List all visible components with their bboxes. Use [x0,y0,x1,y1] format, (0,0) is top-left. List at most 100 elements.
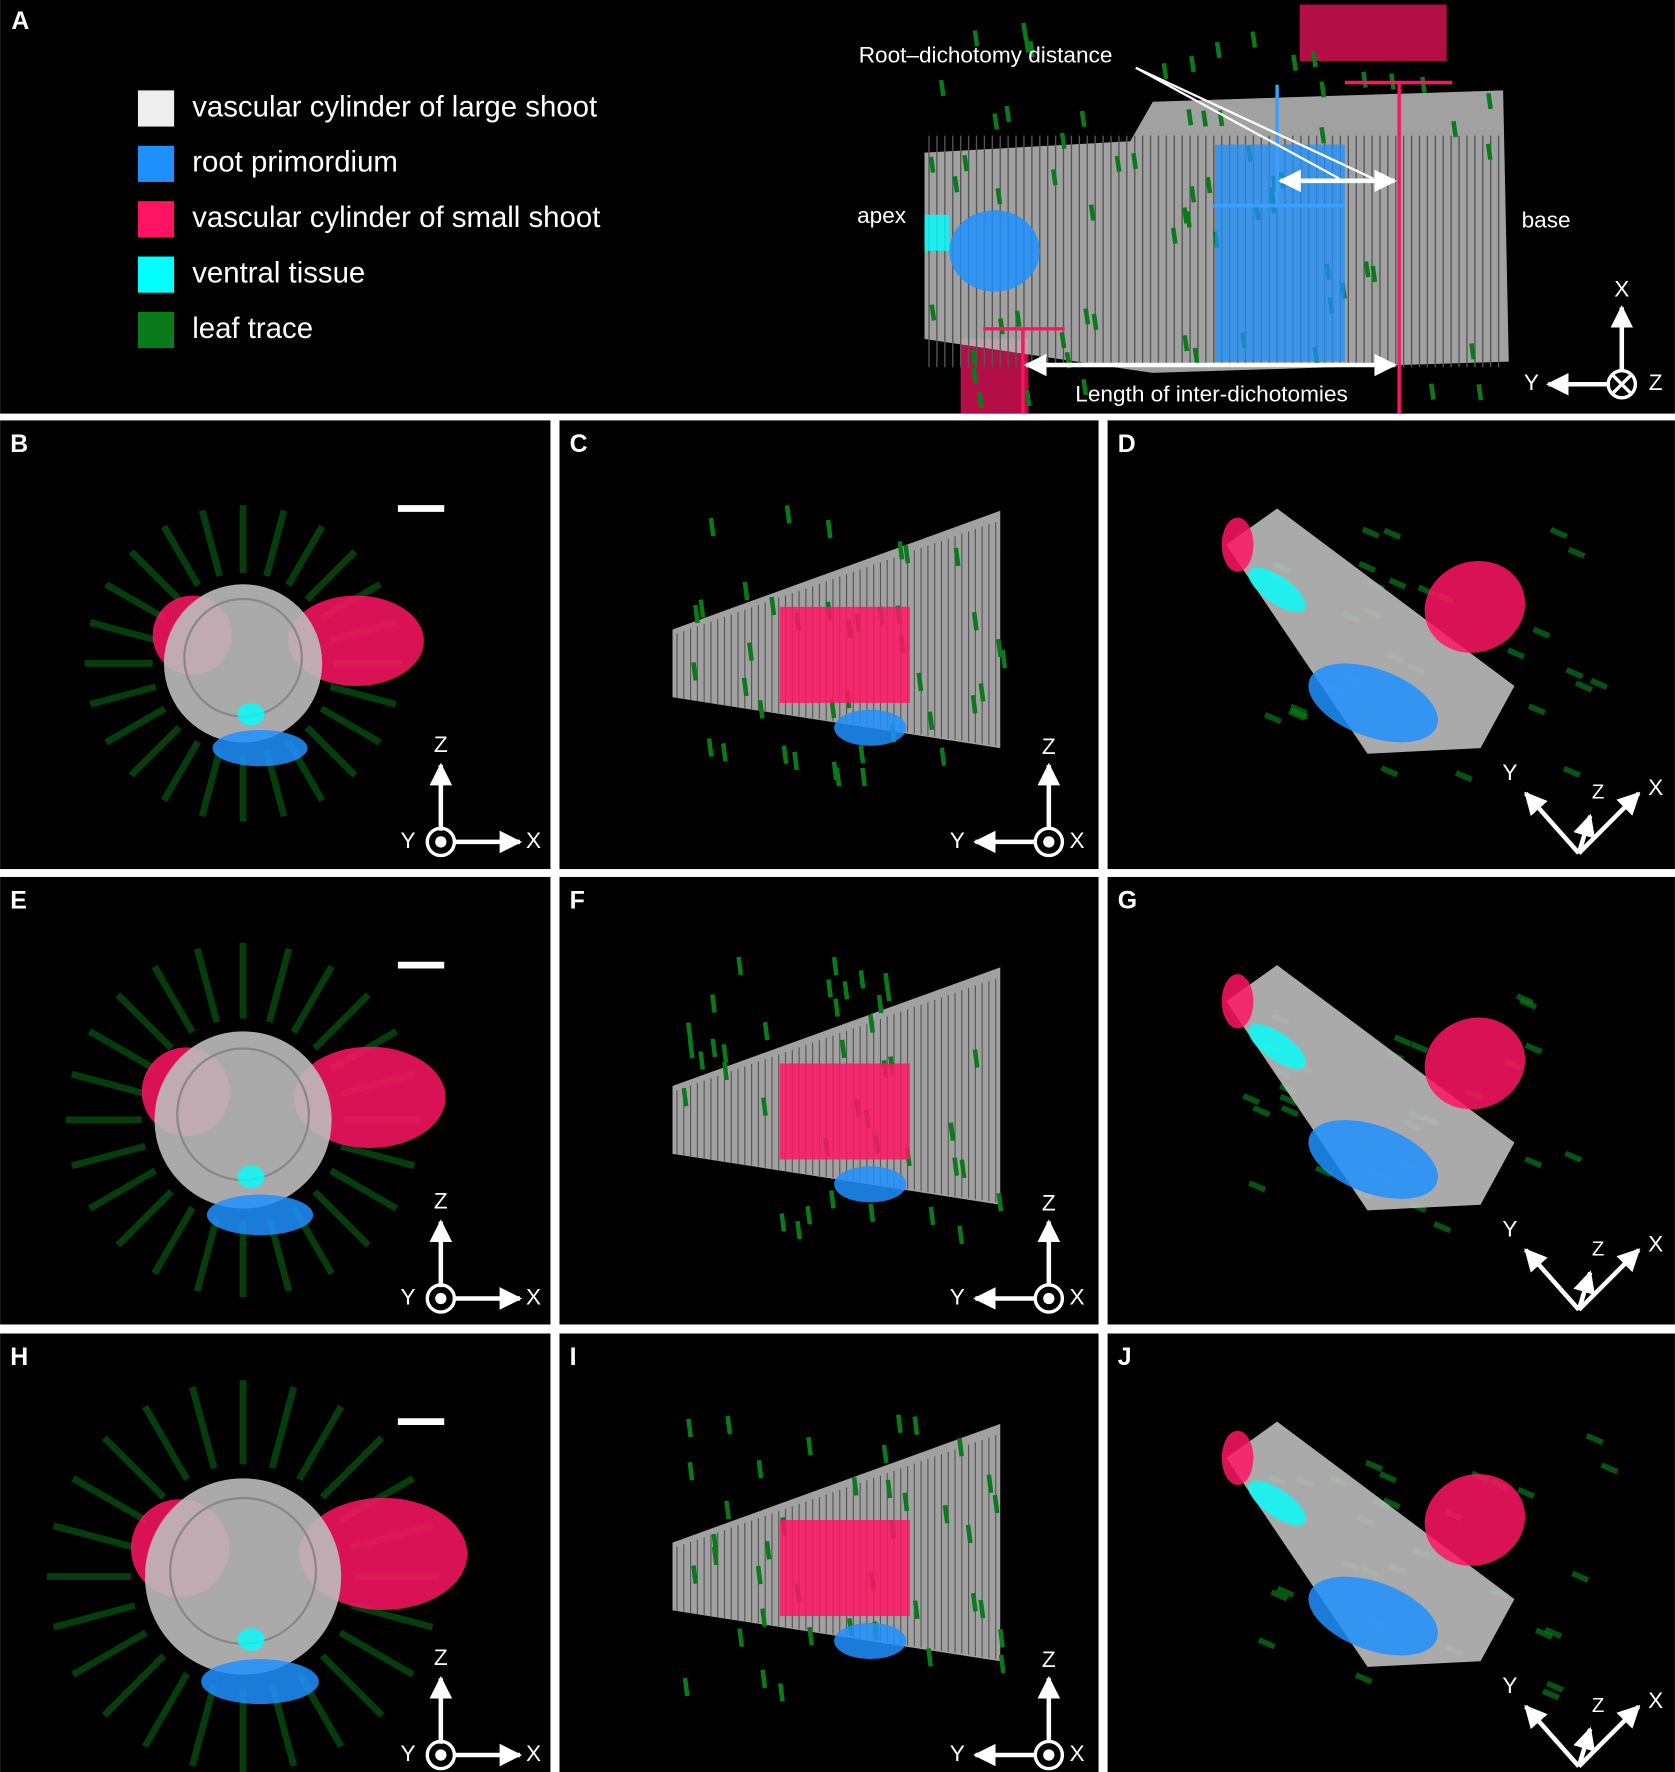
leaf-trace [87,1167,158,1212]
leaf-trace [687,1461,695,1481]
leaf-trace [685,1022,693,1041]
leaf-trace [792,751,800,771]
axis-out [435,836,447,848]
leaf-trace [1380,765,1399,778]
leaf-trace [71,1629,148,1678]
axis-arrow [1573,813,1596,854]
leaf-trace [1192,347,1200,365]
ventral-tissue [1248,1480,1306,1526]
axis-arrow [1524,791,1581,855]
leaf-trace [1354,1672,1373,1685]
leaf-trace [883,972,891,992]
panel: I Z Y X [559,1333,1099,1772]
panel-label: C [570,430,588,458]
legend-label: vascular cylinder of small shoot [192,201,600,234]
leaf-trace [142,1671,190,1749]
leaf-trace [996,1192,1004,1212]
leaf-trace [312,992,371,1051]
axis-arrow [1524,1248,1581,1312]
leaf-trace [1270,1589,1289,1602]
panel-label: H [10,1343,28,1371]
leaf-trace [1365,1459,1384,1472]
leaf-trace [760,1669,768,1689]
axis-label: Y [950,828,965,853]
leaf-trace [912,1600,920,1620]
leaf-trace [860,767,867,787]
large-shoot [1226,965,1515,1211]
leaf-trace [1023,36,1031,53]
root-primordium [949,210,1040,292]
ventral-tissue [1248,567,1306,613]
leaf-trace [1050,169,1058,186]
axis-label: Y [950,1284,965,1309]
leaf-trace [957,1225,965,1245]
axis-out [1043,1749,1055,1761]
leaf-trace [1081,378,1089,396]
specimen-top [1299,4,1447,62]
leaf-trace [1257,1637,1276,1650]
leaf-trace [1186,109,1194,126]
leaf-trace [142,1404,190,1482]
leaf-trace [1361,71,1368,88]
ventral-tissue [924,214,950,251]
leaf-trace [161,739,201,803]
leaf-trace [970,1592,978,1612]
leaf-trace [1310,50,1318,68]
axis-out [1033,826,1065,858]
leaf-trace [1420,76,1427,94]
leaf-trace [128,724,182,778]
leaf-trace [1004,105,1012,123]
panel: C Z Y X [559,420,1099,870]
leaf-trace [953,547,961,567]
panel: D Y X Z [1107,420,1675,870]
leaf-trace [957,1437,964,1457]
leaf-trace [721,1044,729,1063]
leaf-trace [939,747,947,766]
leaf-trace [1361,526,1380,539]
leaf-trace [1088,204,1096,221]
leaf-trace [1189,186,1197,203]
axis-label: X [1648,1231,1663,1256]
leaf-trace [1028,40,1035,58]
root-primordium [1308,1120,1438,1199]
small-shoot [1221,974,1254,1029]
axis-out [1033,1739,1065,1771]
axis-out [425,826,457,858]
leaf-trace [1562,765,1581,778]
large-shoot [1226,1421,1515,1667]
leaf-trace [1370,265,1378,283]
axis-label: Y [401,1284,416,1309]
leaf-trace [903,544,911,564]
leaf-trace [1600,1462,1619,1475]
small-shoot [1424,1474,1526,1566]
leaf-trace [829,1190,836,1209]
small-shoot [779,1063,910,1160]
panel: G Y X Z [1107,876,1675,1325]
leaf-trace [720,743,728,762]
leaf-trace [858,744,866,764]
leaf-trace [795,1220,802,1240]
leaf-trace [691,662,698,681]
axis-label: Z [434,732,448,757]
leaf-trace [1279,1093,1298,1106]
axis-label: Y [1524,370,1539,395]
panel-label: G [1118,886,1137,914]
leaf-trace [1131,152,1138,170]
leaf-trace [805,1205,813,1225]
leaf-trace [1393,1034,1412,1047]
small-shoot [1221,517,1254,572]
leaf-trace [161,524,201,587]
leaf-trace [902,1492,910,1512]
axis-label: Z [1592,1695,1604,1717]
root-primordium [834,1622,907,1659]
leaf-trace [769,596,777,616]
leaf-trace [710,1038,718,1058]
leaf-trace [1535,1627,1554,1640]
leaf-trace [781,745,789,765]
ventral-tissue [1248,1024,1306,1069]
leaf-trace [193,1216,221,1292]
panel: F Z Y X [559,876,1099,1325]
leaf-trace [1486,92,1493,110]
leaf-trace [1485,143,1493,160]
leaf-trace [806,1436,813,1456]
